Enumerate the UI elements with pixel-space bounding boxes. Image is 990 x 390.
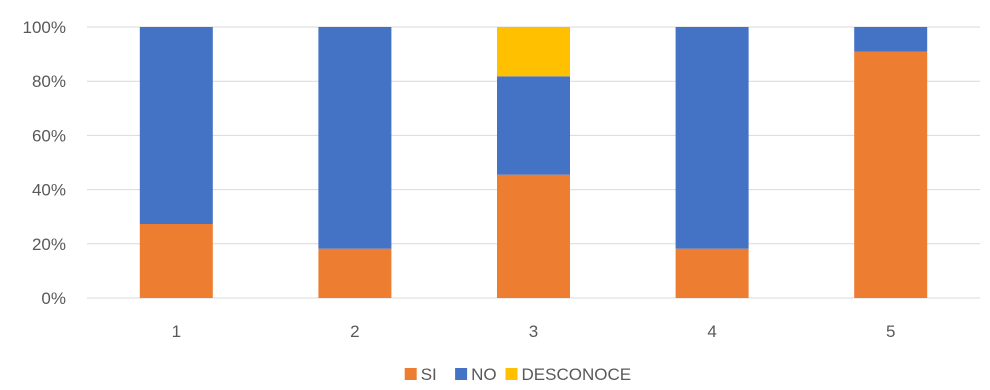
x-tick-label: 2 (350, 322, 359, 341)
bar-no-2 (318, 27, 392, 249)
y-tick-label: 40% (32, 181, 66, 200)
y-tick-label: 0% (41, 289, 66, 308)
legend: SI NO DESCONOCE (404, 365, 632, 384)
y-axis-tick-labels: 0% 20% 40% 60% 80% 100% (23, 18, 66, 308)
bars (139, 27, 928, 299)
bar-si-5 (854, 51, 928, 299)
x-tick-label: 3 (529, 322, 538, 341)
y-tick-label: 80% (32, 72, 66, 91)
legend-swatch-desconoce (505, 368, 518, 380)
bar-no-5 (854, 27, 928, 52)
x-tick-label: 1 (172, 322, 181, 341)
bar-no-4 (675, 27, 749, 249)
bar-si-2 (318, 248, 392, 298)
x-axis-tick-labels: 1 2 3 4 5 (172, 322, 896, 341)
bar-si-3 (497, 174, 570, 298)
bar-no-3 (497, 76, 570, 175)
x-tick-label: 5 (886, 322, 895, 341)
legend-swatch-no (455, 368, 468, 380)
y-tick-label: 60% (32, 126, 66, 145)
bar-desconoce-3 (497, 27, 570, 77)
legend-label-no: NO (471, 365, 497, 384)
bar-si-4 (675, 248, 749, 298)
y-tick-label: 20% (32, 235, 66, 254)
x-tick-label: 4 (707, 322, 716, 341)
legend-label-si: SI (421, 365, 437, 384)
legend-label-desconoce: DESCONOCE (522, 365, 632, 384)
legend-swatch-si (404, 368, 417, 380)
y-tick-label: 100% (23, 18, 66, 37)
bar-no-1 (139, 27, 213, 225)
bar-si-1 (139, 224, 213, 298)
